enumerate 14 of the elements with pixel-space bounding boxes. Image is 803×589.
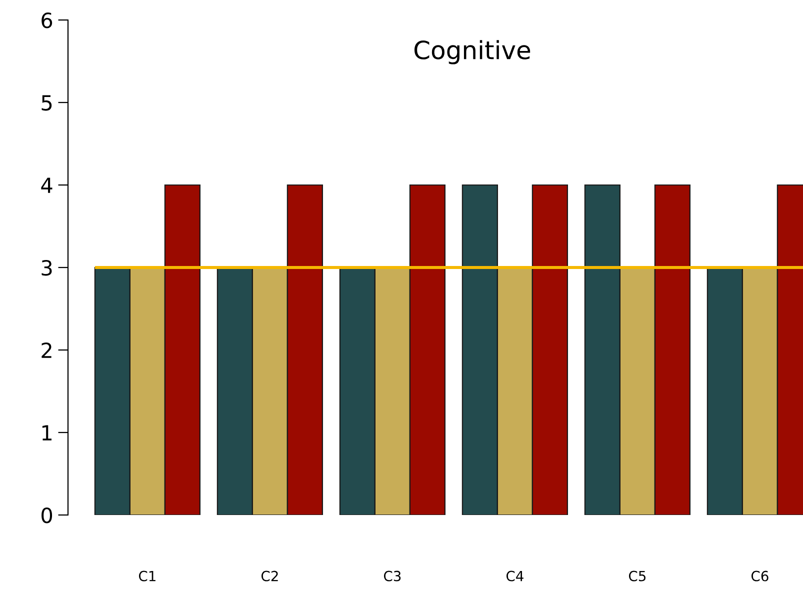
- y-tick-label: 2: [42, 342, 52, 358]
- y-tick-label: 4: [41, 178, 52, 193]
- x-tick-label: C4: [506, 570, 524, 582]
- y-tick-label: 0: [42, 507, 52, 524]
- x-tick-label: C5: [628, 570, 646, 582]
- x-tick-label: C3: [384, 570, 401, 582]
- x-tick-label: C2: [261, 570, 278, 582]
- y-tick-label: 1: [42, 425, 52, 440]
- text: Cognitive: [414, 40, 530, 64]
- y-tick-label: 5: [42, 95, 52, 111]
- x-tick-label: C1: [138, 570, 156, 582]
- y-tick-label: 6: [42, 12, 52, 28]
- y-tick-label: 3: [42, 260, 52, 276]
- x-tick-label: C6: [751, 570, 768, 582]
